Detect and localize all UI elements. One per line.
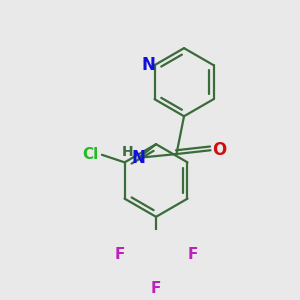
Text: F: F <box>187 247 197 262</box>
Text: F: F <box>115 247 125 262</box>
Text: H: H <box>122 145 133 159</box>
Text: F: F <box>151 281 161 296</box>
Text: O: O <box>212 141 227 159</box>
Text: Cl: Cl <box>82 147 99 162</box>
Text: N: N <box>132 149 145 167</box>
Text: N: N <box>142 56 155 74</box>
